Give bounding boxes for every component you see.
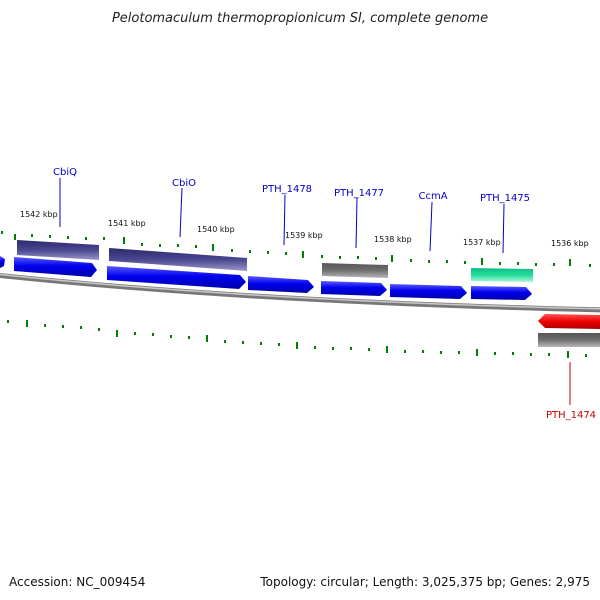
gene-arrow-pth1477[interactable] bbox=[321, 281, 387, 296]
scale-label-1539: 1539 kbp bbox=[285, 231, 323, 240]
genome-summary-text: Topology: circular; Length: 3,025,375 bp… bbox=[259, 575, 590, 589]
genome-backbone bbox=[0, 273, 600, 313]
lower-scale-ticks bbox=[7, 320, 587, 358]
cds-bar-pth1475[interactable] bbox=[471, 268, 533, 282]
gene-arrow-partial-left[interactable] bbox=[0, 256, 5, 268]
gene-arrow-pth1475[interactable] bbox=[471, 286, 532, 300]
gene-arrow-pth1478[interactable] bbox=[248, 276, 314, 293]
cds-bar-pth1474[interactable] bbox=[538, 333, 600, 347]
gene-label-cbiq[interactable]: CbiQ bbox=[53, 167, 77, 178]
gene-label-pth1475[interactable]: PTH_1475 bbox=[480, 193, 530, 204]
scale-label-1538: 1538 kbp bbox=[374, 235, 412, 244]
scale-label-1540: 1540 kbp bbox=[197, 225, 235, 234]
gene-label-cbio[interactable]: CbiO bbox=[172, 178, 196, 189]
scale-label-1536: 1536 kbp bbox=[551, 239, 589, 248]
cds-bar-cbiq[interactable] bbox=[17, 240, 99, 260]
gene-arrow-cbio[interactable] bbox=[107, 266, 246, 289]
scale-label-1541: 1541 kbp bbox=[108, 219, 146, 228]
gene-label-ccma[interactable]: CcmA bbox=[418, 191, 447, 202]
accession-text: Accession: NC_009454 bbox=[9, 575, 145, 589]
gene-arrow-pth1474[interactable] bbox=[538, 314, 600, 329]
gene-arrow-cbiq[interactable] bbox=[14, 257, 97, 277]
scale-label-1542: 1542 kbp bbox=[20, 210, 58, 219]
scale-label-1537: 1537 kbp bbox=[463, 238, 501, 247]
gene-arrow-ccma[interactable] bbox=[390, 284, 467, 299]
map-title: Pelotomaculum thermopropionicum SI, comp… bbox=[112, 11, 488, 26]
gene-label-pth1478[interactable]: PTH_1478 bbox=[262, 184, 312, 195]
cds-bar-cbio[interactable] bbox=[109, 248, 247, 271]
cds-bar-pth1477[interactable] bbox=[322, 263, 388, 278]
gene-label-pth1477[interactable]: PTH_1477 bbox=[334, 188, 384, 199]
label-leader-lines bbox=[59, 178, 505, 254]
upper-scale-ticks bbox=[1, 231, 591, 267]
gene-label-pth1474[interactable]: PTH_1474 bbox=[546, 410, 596, 421]
